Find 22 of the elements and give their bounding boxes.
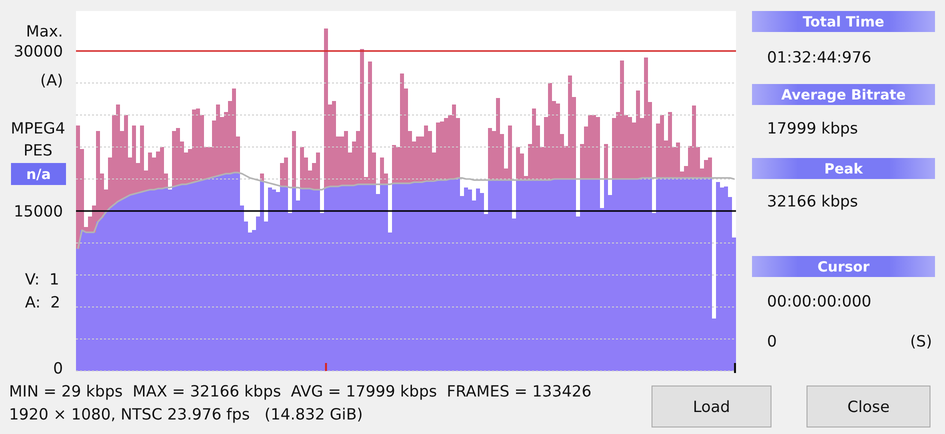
text: 1920 × 1080, NTSC 23.976 fps (14.832 GiB) xyxy=(9,405,363,424)
text: 00:00:00:000 xyxy=(767,292,872,310)
ref-line-label: Max. xyxy=(26,22,63,40)
text: Total Time xyxy=(802,14,884,30)
text: Cursor xyxy=(817,259,870,276)
text: 01:32:44:976 xyxy=(767,48,872,66)
text: Peak xyxy=(824,161,864,178)
text: 0 xyxy=(767,332,777,350)
text: Load xyxy=(692,398,730,416)
y-tick-label: 30000 xyxy=(14,42,63,60)
y-tick-label: 0 xyxy=(53,359,63,378)
text: Average Bitrate xyxy=(781,87,906,104)
text: 32166 kbps xyxy=(767,192,858,210)
text: (S) xyxy=(910,332,932,350)
y-tick-label: 15000 xyxy=(14,202,63,220)
text: n/a xyxy=(26,166,51,183)
text: MIN = 29 kbps MAX = 32166 kbps AVG = 17999 kbps FRAMES = 133426 xyxy=(9,382,592,400)
text: Close xyxy=(847,398,890,416)
text: (A) xyxy=(40,71,63,90)
text: 17999 kbps xyxy=(767,119,858,138)
text: V: 1 A: 2 xyxy=(25,270,60,312)
text: MPEG4 PES xyxy=(10,119,66,160)
